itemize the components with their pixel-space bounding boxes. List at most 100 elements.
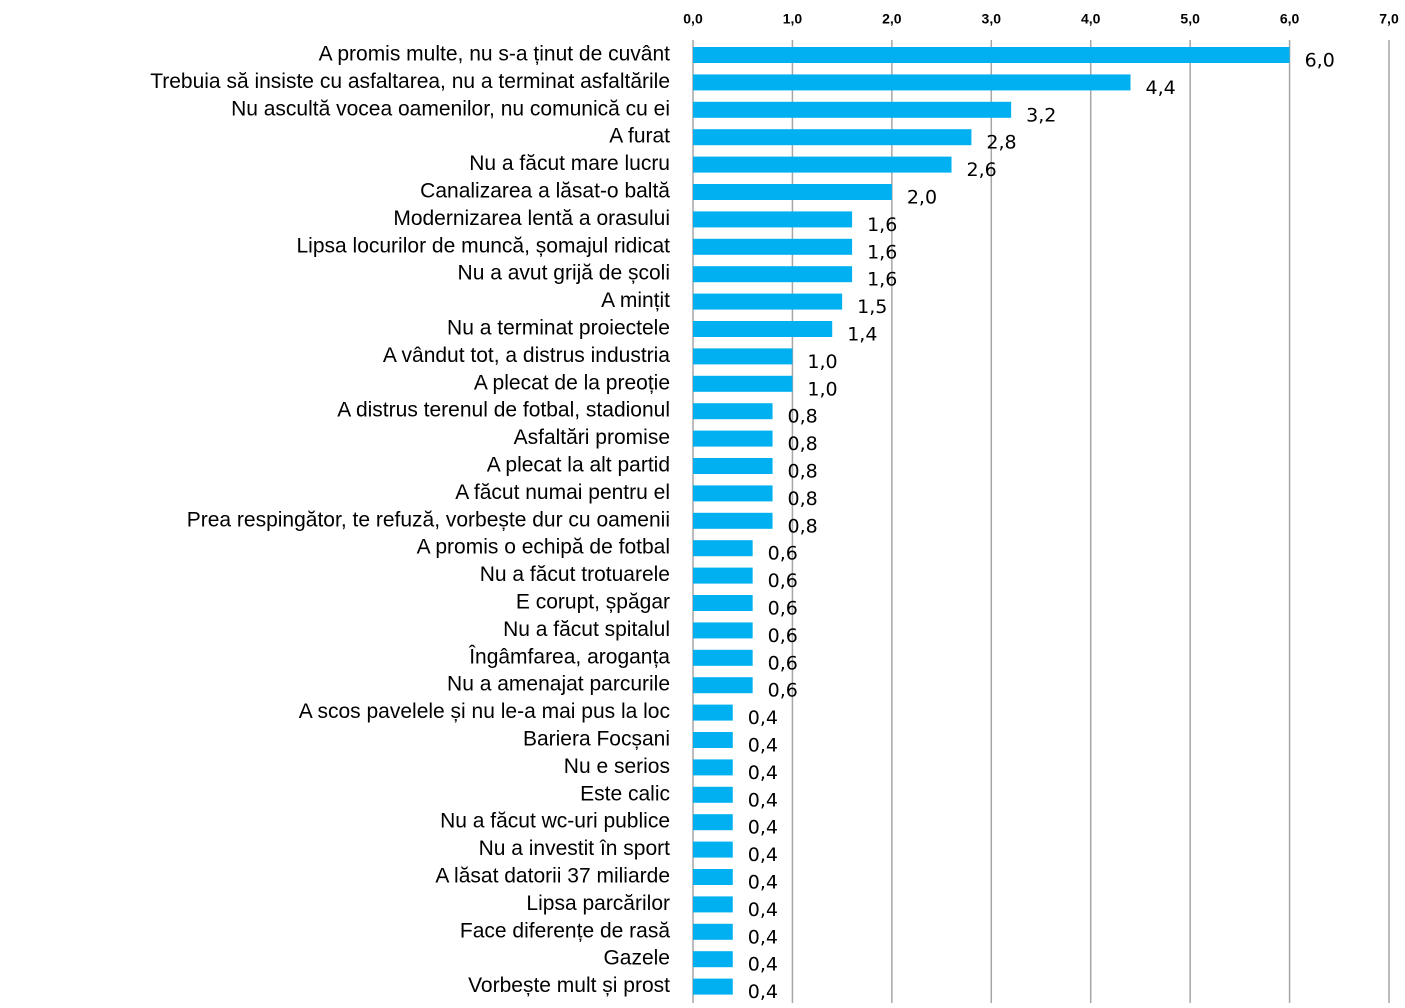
bar bbox=[693, 540, 753, 557]
x-tick-label: 1,0 bbox=[783, 11, 803, 27]
bar bbox=[693, 732, 733, 748]
value-label: 0,4 bbox=[748, 707, 778, 729]
bar bbox=[693, 869, 733, 885]
bar bbox=[693, 266, 853, 283]
bar bbox=[693, 567, 753, 584]
value-label: 0,6 bbox=[768, 625, 798, 647]
x-tick-label: 2,0 bbox=[882, 11, 902, 27]
category-label: Asfaltări promise bbox=[514, 426, 670, 449]
bar bbox=[693, 129, 972, 146]
bar bbox=[693, 485, 773, 502]
category-label: E corupt, șpăgar bbox=[516, 591, 670, 614]
category-label: Nu a făcut trotuarele bbox=[480, 563, 670, 586]
bar bbox=[693, 458, 773, 474]
category-label: A lăsat datorii 37 miliarde bbox=[435, 865, 670, 888]
value-label: 4,4 bbox=[1145, 77, 1175, 99]
x-tick-label: 4,0 bbox=[1081, 11, 1101, 27]
value-label: 1,4 bbox=[847, 324, 877, 346]
bar bbox=[693, 896, 733, 913]
category-label: Este calic bbox=[580, 782, 670, 805]
value-label: 2,6 bbox=[967, 159, 997, 181]
category-label: Nu a făcut spitalul bbox=[503, 618, 670, 641]
x-tick-label: 6,0 bbox=[1280, 11, 1300, 27]
bar bbox=[693, 156, 952, 173]
value-label: 1,6 bbox=[867, 269, 897, 291]
category-label: Îngâmfarea, aroganța bbox=[468, 645, 670, 668]
category-label: Nu a amenajat parcurile bbox=[447, 673, 670, 696]
category-label: Modernizarea lentă a orasului bbox=[393, 207, 670, 230]
category-label: Gazele bbox=[603, 947, 670, 970]
category-label: Prea respingător, te refuză, vorbește du… bbox=[187, 508, 670, 531]
bar bbox=[693, 595, 753, 611]
value-label: 0,6 bbox=[768, 543, 798, 565]
bar bbox=[693, 978, 733, 995]
value-label: 1,5 bbox=[857, 296, 887, 318]
bar bbox=[693, 293, 843, 310]
value-label: 2,0 bbox=[907, 187, 937, 209]
value-label: 0,4 bbox=[748, 735, 778, 757]
x-tick-label: 5,0 bbox=[1180, 11, 1200, 27]
value-label: 1,6 bbox=[867, 214, 897, 236]
value-label: 6,0 bbox=[1305, 50, 1335, 72]
category-label: Lipsa parcărilor bbox=[526, 892, 670, 915]
value-label: 1,0 bbox=[807, 351, 837, 373]
category-label: A promis multe, nu s-a ținut de cuvânt bbox=[319, 43, 671, 66]
value-label: 3,2 bbox=[1026, 104, 1056, 126]
bar bbox=[693, 923, 733, 940]
bar bbox=[693, 704, 733, 721]
category-label: Trebuia să insiste cu asfaltarea, nu a t… bbox=[150, 70, 670, 93]
bar bbox=[693, 786, 733, 803]
category-label: Nu a făcut mare lucru bbox=[469, 152, 670, 175]
value-label: 0,4 bbox=[748, 844, 778, 866]
bar bbox=[693, 211, 853, 228]
bar bbox=[693, 238, 853, 255]
bar bbox=[693, 951, 733, 968]
category-label: Vorbește mult și prost bbox=[468, 974, 670, 997]
category-label: Canalizarea a lăsat-o baltă bbox=[420, 180, 670, 203]
category-label: A distrus terenul de fotbal, stadionul bbox=[337, 399, 670, 422]
category-label: Nu ascultă vocea oamenilor, nu comunică … bbox=[231, 97, 670, 120]
category-label: Bariera Focșani bbox=[523, 728, 670, 751]
category-label: Nu a făcut wc-uri publice bbox=[440, 810, 670, 833]
x-tick-label: 7,0 bbox=[1379, 11, 1399, 27]
value-label: 0,8 bbox=[788, 515, 818, 537]
bar bbox=[693, 649, 753, 666]
bar bbox=[693, 512, 773, 529]
category-label: Lipsa locurilor de muncă, șomajul ridica… bbox=[297, 234, 671, 257]
value-label: 0,8 bbox=[788, 488, 818, 510]
category-label: A vândut tot, a distrus industria bbox=[383, 344, 670, 367]
category-label: Nu a terminat proiectele bbox=[447, 317, 670, 340]
bar bbox=[693, 321, 833, 337]
bar bbox=[693, 759, 733, 776]
value-label: 0,4 bbox=[748, 817, 778, 839]
category-label: Nu a investit în sport bbox=[479, 837, 671, 860]
value-label: 0,4 bbox=[748, 762, 778, 784]
value-label: 0,4 bbox=[748, 981, 778, 1003]
value-label: 0,8 bbox=[788, 461, 818, 483]
value-label: 0,6 bbox=[768, 570, 798, 592]
bar bbox=[693, 814, 733, 831]
value-label: 0,8 bbox=[788, 433, 818, 455]
category-label: A plecat la alt partid bbox=[487, 454, 670, 477]
value-label: 1,6 bbox=[867, 241, 897, 263]
bar bbox=[693, 375, 793, 392]
bar bbox=[693, 677, 753, 694]
category-label: A plecat de la preoție bbox=[474, 371, 670, 394]
bar bbox=[693, 622, 753, 639]
category-label: A furat bbox=[609, 125, 670, 148]
bar bbox=[693, 47, 1290, 63]
value-label: 0,6 bbox=[768, 652, 798, 674]
value-label: 0,8 bbox=[788, 406, 818, 428]
bar bbox=[693, 184, 892, 200]
category-label: Nu e serios bbox=[564, 755, 670, 778]
value-label: 0,4 bbox=[748, 872, 778, 894]
category-label: A făcut numai pentru el bbox=[455, 481, 670, 504]
bar bbox=[693, 430, 773, 447]
category-label: Face diferențe de rasă bbox=[460, 919, 670, 942]
value-label: 0,6 bbox=[768, 598, 798, 620]
value-label: 1,0 bbox=[807, 378, 837, 400]
bar bbox=[693, 74, 1131, 91]
value-label: 0,4 bbox=[748, 789, 778, 811]
value-label: 0,4 bbox=[748, 926, 778, 948]
